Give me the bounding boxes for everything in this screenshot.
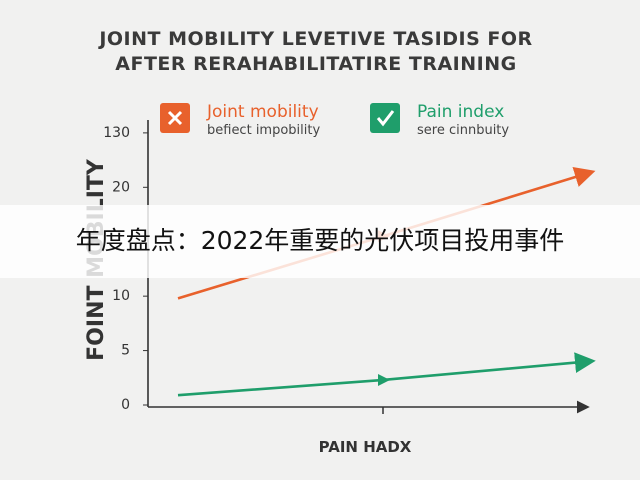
legend-label: Joint mobility — [206, 102, 319, 122]
y-tick-label: 130 — [103, 125, 130, 141]
chart-title: AFTER RERAHABILITATIRE TRAINING — [115, 53, 516, 75]
legend-description: befiect impobility — [207, 123, 320, 138]
y-tick-label: 10 — [112, 288, 130, 304]
y-tick-label: 0 — [121, 397, 130, 413]
legend-swatch — [370, 103, 400, 133]
legend-label: Pain index — [417, 102, 504, 122]
y-tick-label: 5 — [121, 343, 130, 359]
x-axis-label: PAIN HADX — [319, 438, 412, 456]
banner-background — [0, 205, 640, 278]
point-marker — [378, 373, 390, 386]
legend-icon — [167, 110, 183, 126]
overlay-banner: 年度盘点：2022年重要的光伏项目投用事件 — [76, 226, 565, 255]
legend-description: sere cinnbuity — [417, 123, 509, 138]
chart-title: JOINT MOBILITY LEVETIVE TASIDIS FOR — [97, 28, 532, 50]
legend-icon — [376, 110, 395, 127]
y-tick-label: 20 — [112, 179, 130, 195]
